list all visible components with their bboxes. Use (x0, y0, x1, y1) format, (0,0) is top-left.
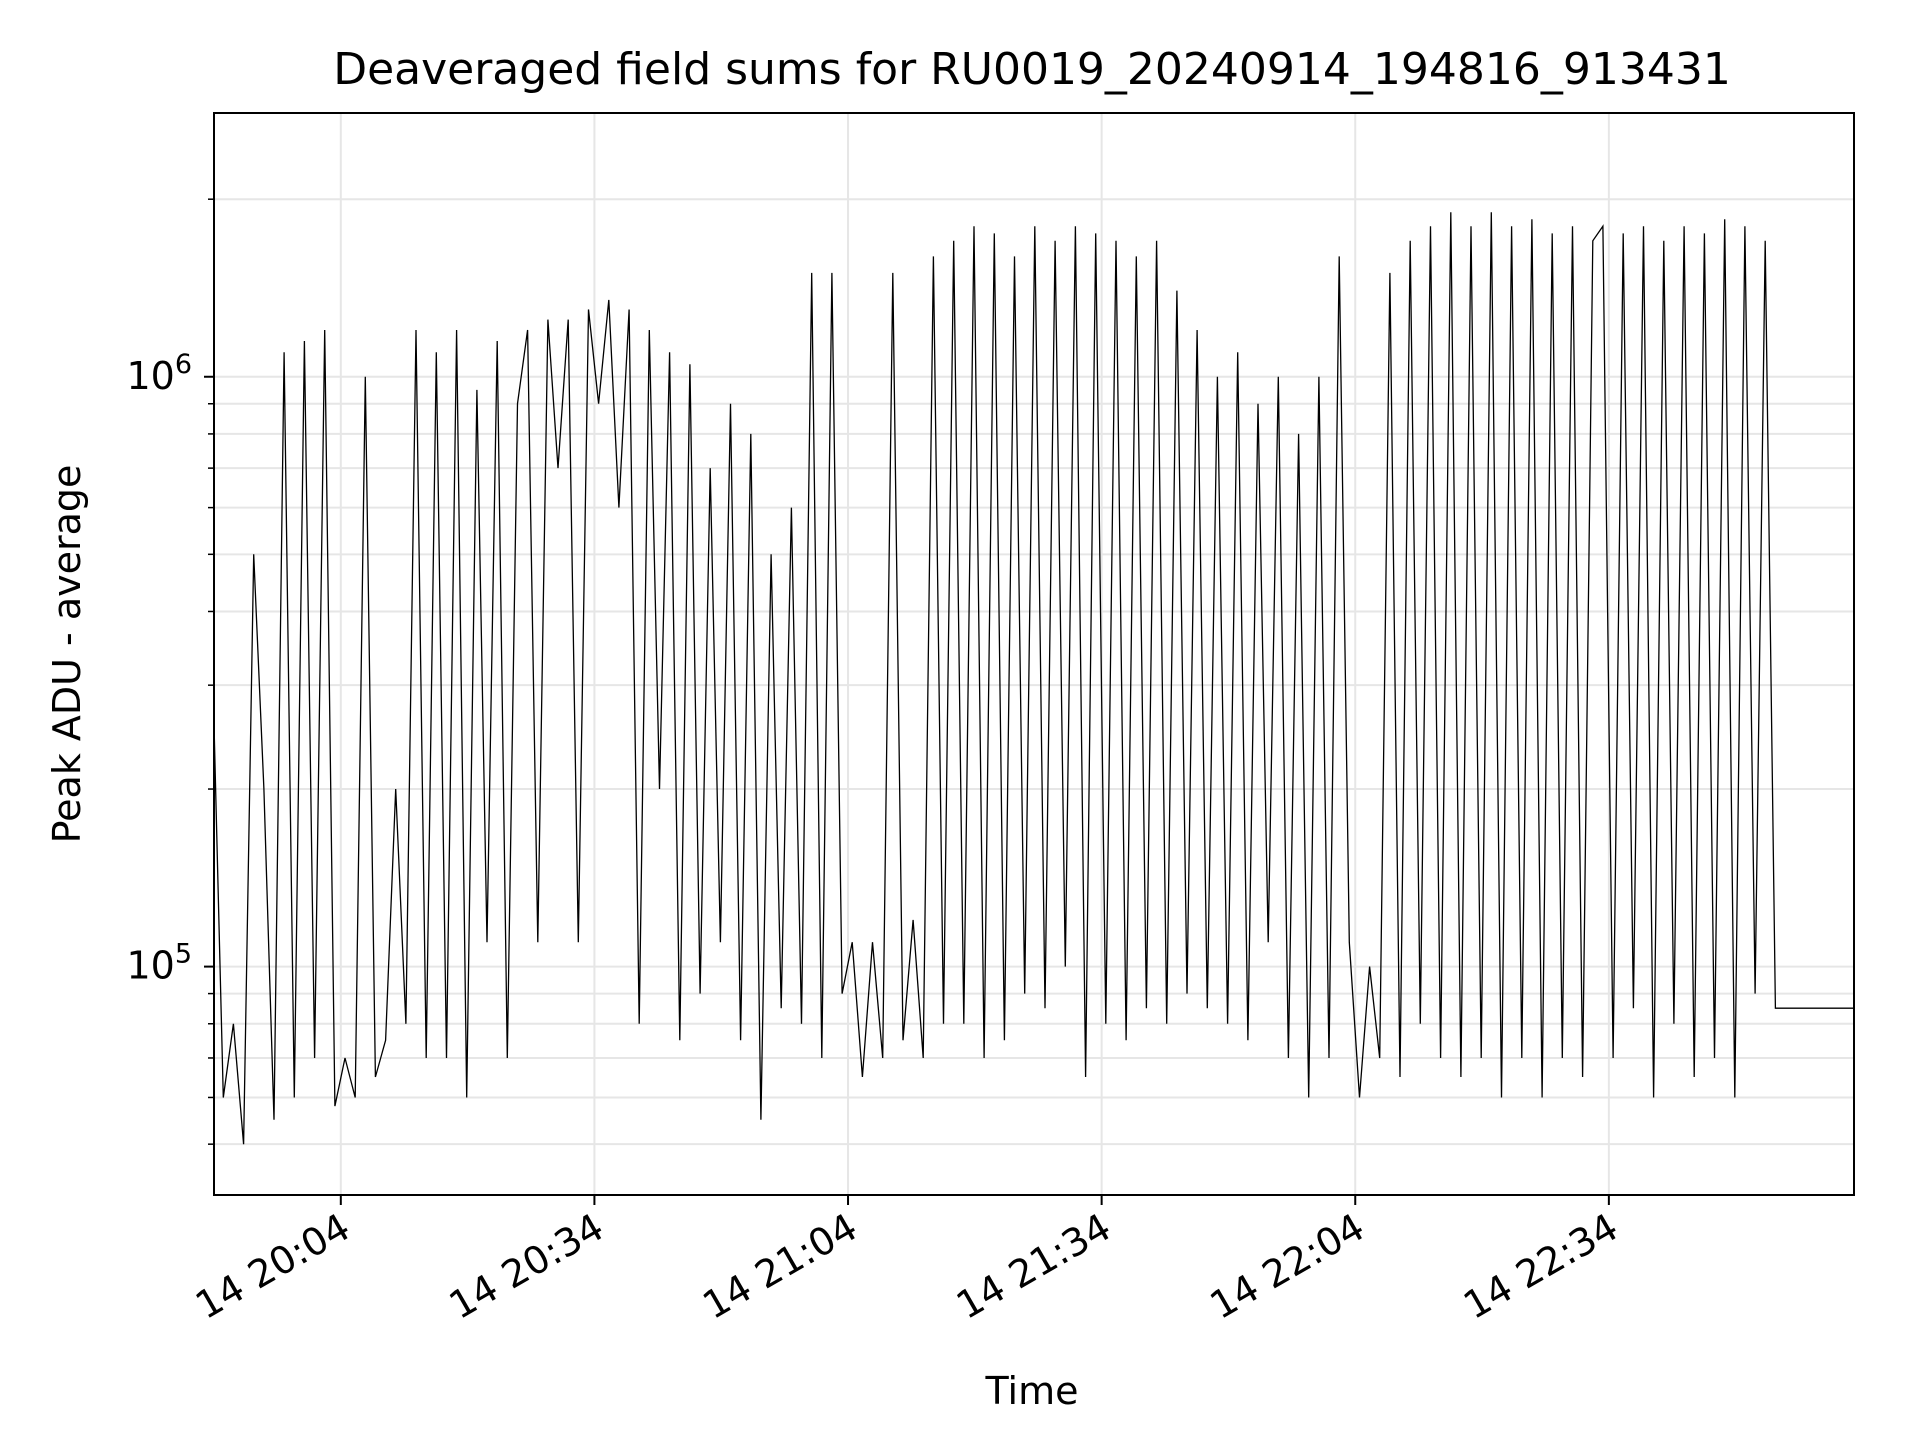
y-tick-label: 106 (126, 349, 192, 398)
grid (214, 113, 1854, 1195)
chart-title: Deaveraged field sums for RU0019_2024091… (333, 44, 1731, 95)
plot-frame (213, 112, 1855, 1196)
y-tick-label: 105 (126, 939, 192, 988)
y-axis-label: Peak ADU - average (45, 465, 89, 844)
x-axis-label: Time (985, 1369, 1079, 1413)
series-group (213, 212, 1854, 1145)
series-line (213, 212, 1854, 1145)
